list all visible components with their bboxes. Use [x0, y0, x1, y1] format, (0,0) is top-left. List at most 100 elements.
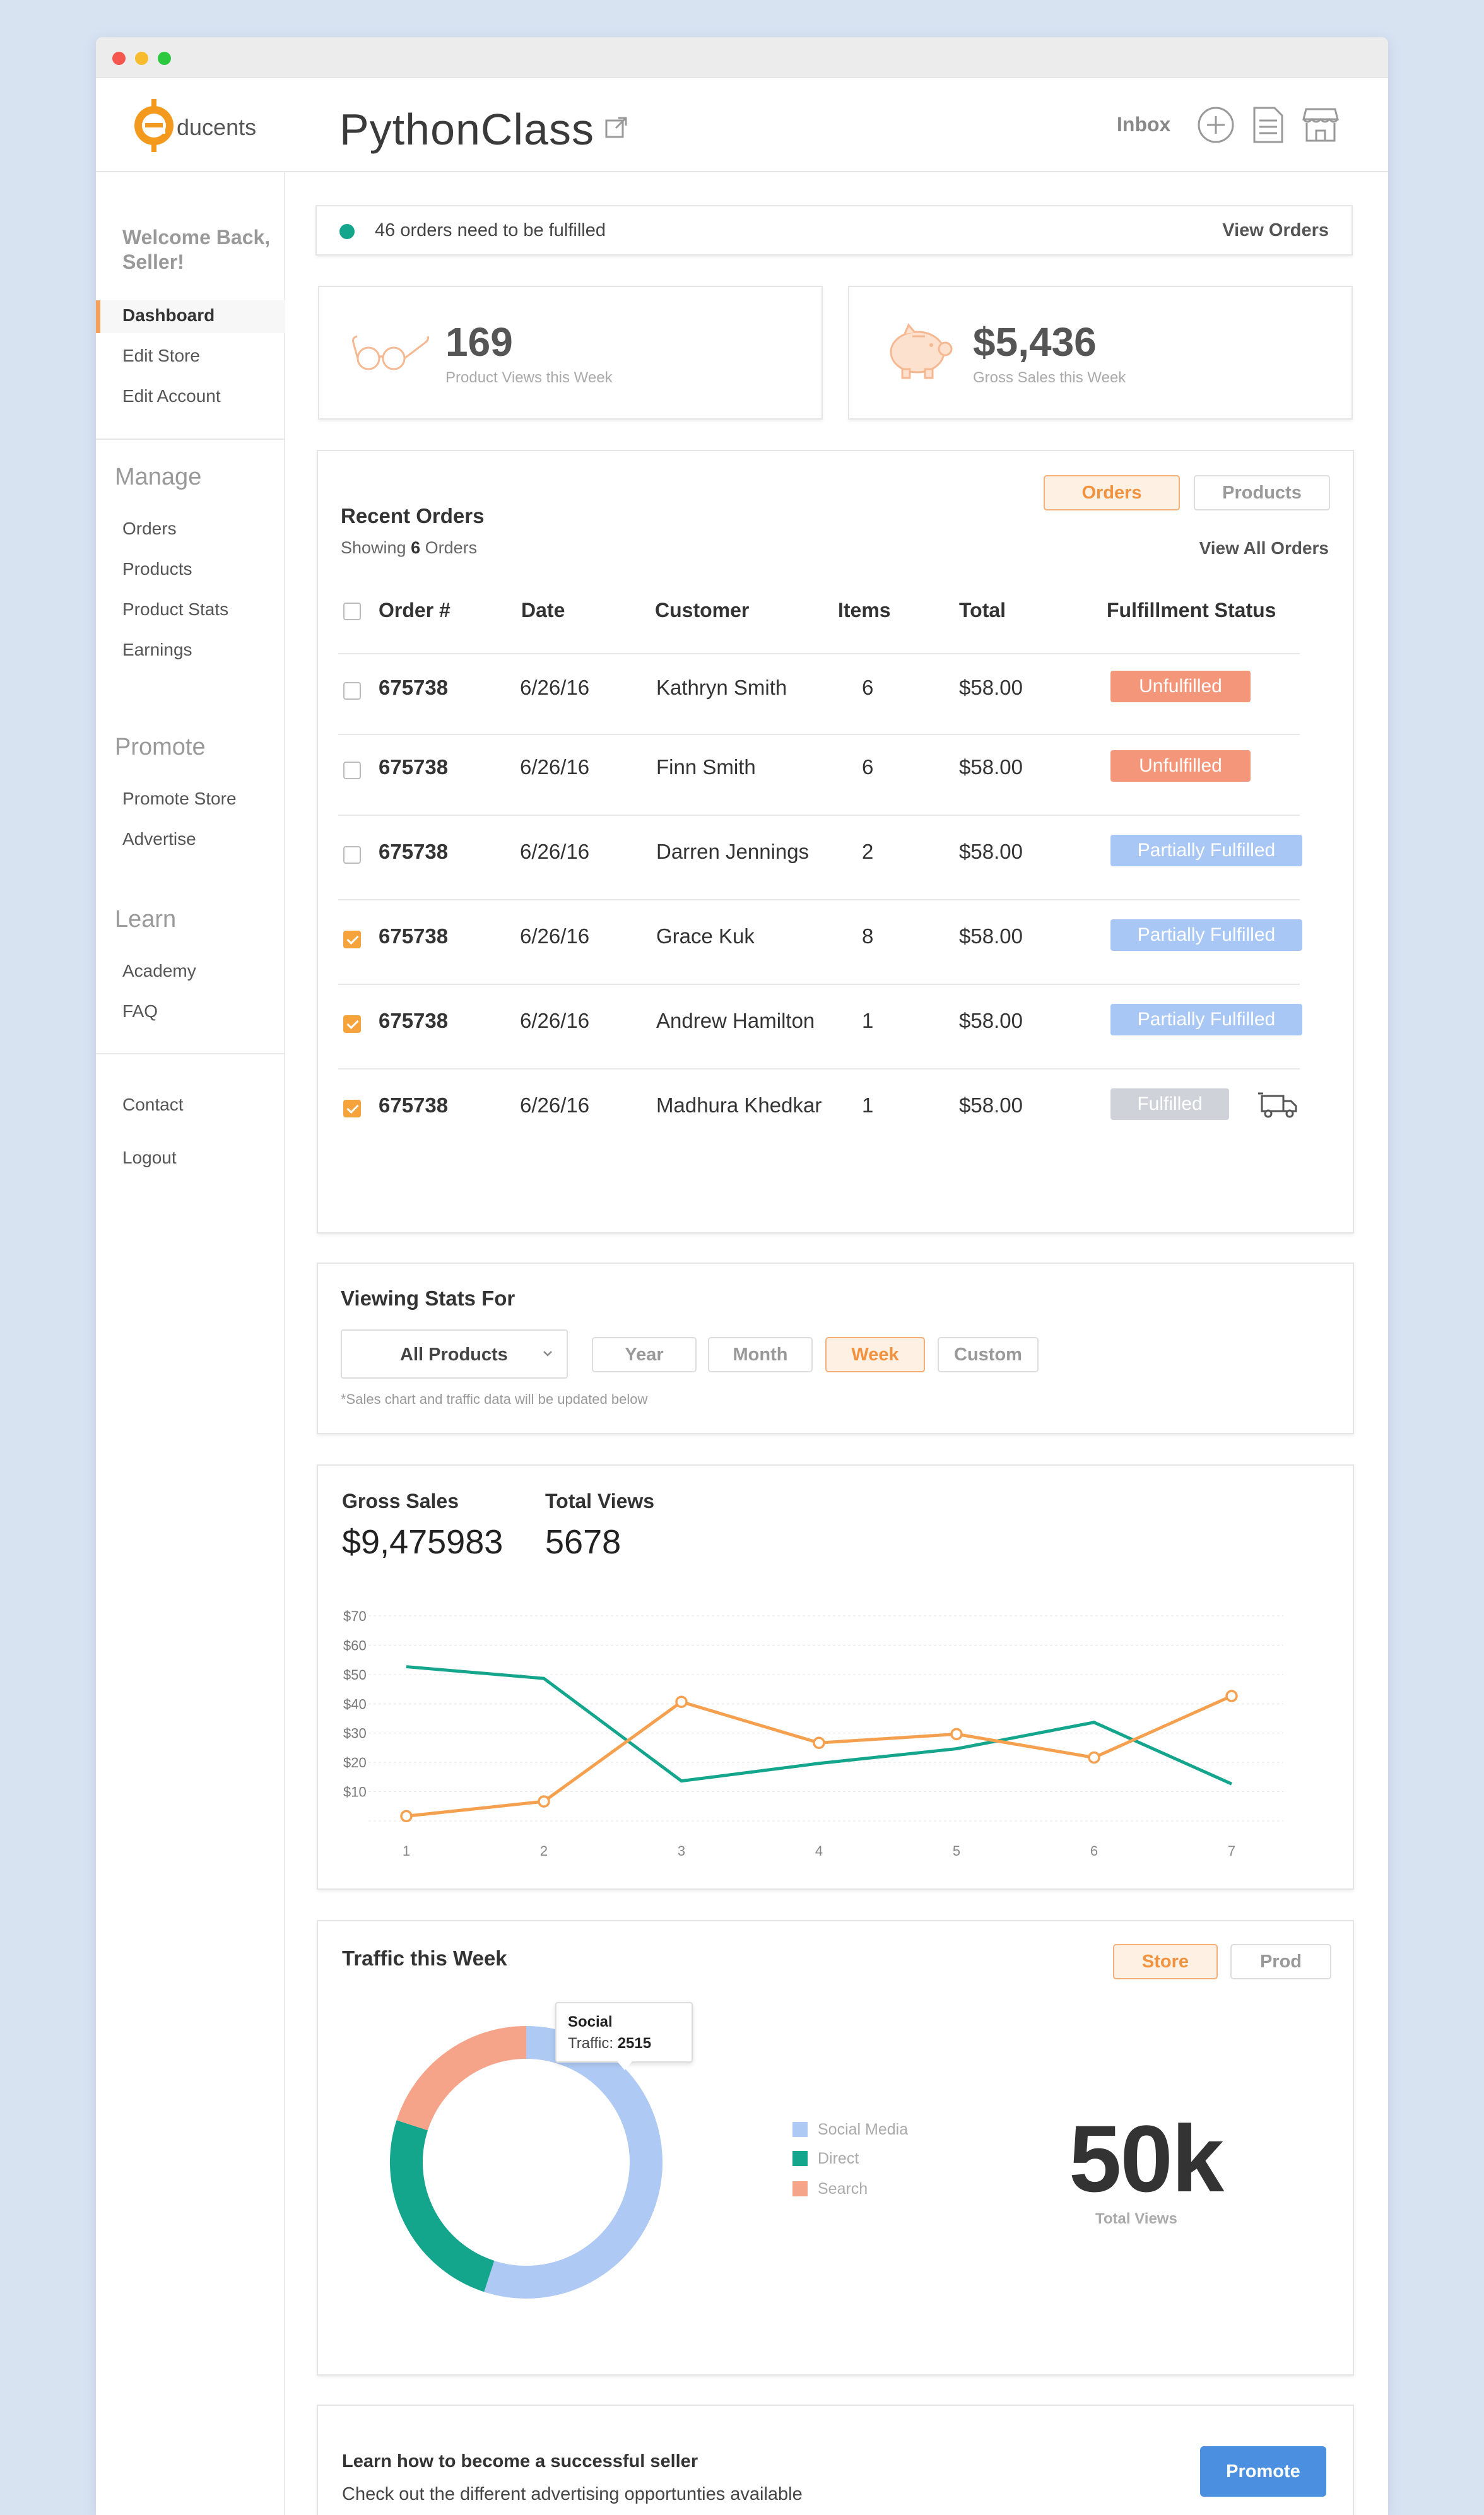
total-views-label: Total Views — [1095, 2210, 1177, 2227]
tab-prod[interactable]: Prod — [1230, 1944, 1331, 1979]
y-tick-label: $30 — [343, 1726, 367, 1741]
sidebar-item-logout[interactable]: Logout — [122, 1148, 177, 1167]
y-tick-label: $50 — [343, 1667, 367, 1683]
legend-search: Search — [818, 2180, 868, 2198]
sidebar-divider — [96, 1053, 285, 1054]
sidebar-item-academy[interactable]: Academy — [122, 961, 196, 981]
tooltip-value: Traffic: 2515 — [568, 2035, 652, 2052]
app-header: ducents PythonClass Inbox — [96, 78, 1388, 172]
period-custom[interactable]: Custom — [938, 1337, 1039, 1372]
gross-sales-label: Gross Sales this Week — [973, 369, 1126, 386]
column-header-customer[interactable]: Customer — [655, 599, 750, 621]
order-date: 6/26/16 — [520, 1093, 590, 1117]
order-total: $58.00 — [959, 1093, 1023, 1117]
maximize-window-button[interactable] — [158, 52, 171, 65]
inbox-link[interactable]: Inbox — [1117, 113, 1171, 136]
x-tick-label: 6 — [1090, 1843, 1098, 1859]
order-total: $58.00 — [959, 924, 1023, 948]
status-badge[interactable]: Partially Fulfilled — [1110, 835, 1302, 866]
select-all-checkbox[interactable] — [343, 603, 361, 620]
column-header-items[interactable]: Items — [838, 599, 891, 621]
welcome-message: Welcome Back, Seller! — [122, 226, 271, 273]
data-point — [400, 1810, 413, 1823]
order-number[interactable]: 675738 — [379, 840, 449, 863]
window-titlebar — [96, 37, 1388, 78]
column-header-order[interactable]: Order # — [379, 599, 450, 621]
educents-logo[interactable]: ducents — [131, 94, 270, 157]
item-count: 2 — [862, 840, 874, 863]
gross-sales-kpi-value: $9,475983 — [342, 1523, 504, 1561]
column-header-date[interactable]: Date — [521, 599, 565, 621]
sidebar-item-earnings[interactable]: Earnings — [122, 640, 192, 659]
sidebar-item-contact[interactable]: Contact — [122, 1095, 184, 1114]
order-number[interactable]: 675738 — [379, 1009, 449, 1032]
row-checkbox[interactable] — [343, 1015, 361, 1033]
document-icon[interactable] — [1248, 105, 1287, 144]
product-filter-dropdown[interactable]: All Products — [341, 1329, 568, 1379]
period-week[interactable]: Week — [825, 1337, 925, 1372]
gross-sales-card: $5,436 Gross Sales this Week — [848, 286, 1353, 420]
sidebar-item-edit-account[interactable]: Edit Account — [122, 386, 221, 406]
glasses-icon — [352, 335, 429, 370]
row-checkbox[interactable] — [343, 682, 361, 700]
y-tick-label: $60 — [343, 1637, 367, 1653]
order-number[interactable]: 675738 — [379, 1093, 449, 1117]
external-link-icon[interactable] — [603, 114, 630, 141]
period-month[interactable]: Month — [708, 1337, 813, 1372]
tab-store[interactable]: Store — [1113, 1944, 1218, 1979]
view-all-orders-link[interactable]: View All Orders — [1199, 538, 1329, 558]
order-number[interactable]: 675738 — [379, 755, 449, 779]
sidebar-item-product-stats[interactable]: Product Stats — [122, 599, 229, 619]
promo-subtitle: Check out the different advertising oppo… — [342, 2484, 803, 2504]
period-year[interactable]: Year — [592, 1337, 697, 1372]
tab-orders[interactable]: Orders — [1044, 475, 1180, 510]
data-point — [538, 1795, 550, 1808]
customer-name: Madhura Khedkar — [656, 1093, 822, 1117]
legend-swatch-search — [792, 2181, 808, 2196]
legend-swatch-social — [792, 2122, 808, 2137]
sidebar-heading-learn: Learn — [115, 906, 177, 933]
row-checkbox[interactable] — [343, 762, 361, 779]
sidebar-item-edit-store[interactable]: Edit Store — [122, 346, 200, 365]
sidebar-item-orders[interactable]: Orders — [122, 519, 177, 538]
row-checkbox[interactable] — [343, 846, 361, 864]
total-views-number: 50k — [1069, 2106, 1224, 2212]
table-divider — [338, 815, 1300, 816]
sidebar-heading-manage: Manage — [115, 464, 202, 490]
recent-orders-title: Recent Orders — [341, 504, 485, 527]
customer-name: Finn Smith — [656, 755, 756, 779]
status-badge[interactable]: Fulfilled — [1110, 1088, 1229, 1120]
order-number[interactable]: 675738 — [379, 924, 449, 948]
promote-button[interactable]: Promote — [1200, 2446, 1326, 2497]
status-badge[interactable]: Unfulfilled — [1110, 750, 1251, 782]
sidebar-item-products[interactable]: Products — [122, 559, 192, 579]
chevron-down-icon — [543, 1351, 552, 1357]
sidebar-item-promote-store[interactable]: Promote Store — [122, 789, 237, 808]
promo-card: Learn how to become a successful seller … — [317, 2405, 1354, 2515]
status-badge[interactable]: Unfulfilled — [1110, 671, 1251, 702]
status-badge[interactable]: Partially Fulfilled — [1110, 1004, 1302, 1035]
recent-orders-card: Orders Products Recent Orders Showing 6 … — [317, 450, 1354, 1234]
column-header-fulfillment-status[interactable]: Fulfillment Status — [1107, 599, 1276, 621]
item-count: 6 — [862, 676, 874, 699]
tab-products[interactable]: Products — [1194, 475, 1330, 510]
row-checkbox[interactable] — [343, 1100, 361, 1117]
minimize-window-button[interactable] — [135, 52, 148, 65]
delivery-truck-icon[interactable] — [1258, 1091, 1298, 1119]
product-views-card: 169 Product Views this Week — [318, 286, 823, 420]
storefront-icon[interactable] — [1301, 105, 1340, 144]
close-window-button[interactable] — [112, 52, 126, 65]
order-number[interactable]: 675738 — [379, 676, 449, 699]
add-circle-icon[interactable] — [1196, 105, 1235, 144]
data-point — [675, 1695, 688, 1709]
column-header-total[interactable]: Total — [959, 599, 1006, 621]
x-tick-label: 5 — [953, 1843, 960, 1859]
sidebar-item-dashboard[interactable]: Dashboard — [122, 305, 215, 325]
view-orders-link[interactable]: View Orders — [1222, 220, 1329, 240]
status-badge[interactable]: Partially Fulfilled — [1110, 919, 1302, 951]
sidebar-item-advertise[interactable]: Advertise — [122, 829, 196, 849]
sidebar-item-faq[interactable]: FAQ — [122, 1001, 158, 1021]
total-views-kpi-value: 5678 — [545, 1523, 621, 1561]
donut-slice-direct — [390, 2120, 495, 2292]
row-checkbox[interactable] — [343, 931, 361, 948]
